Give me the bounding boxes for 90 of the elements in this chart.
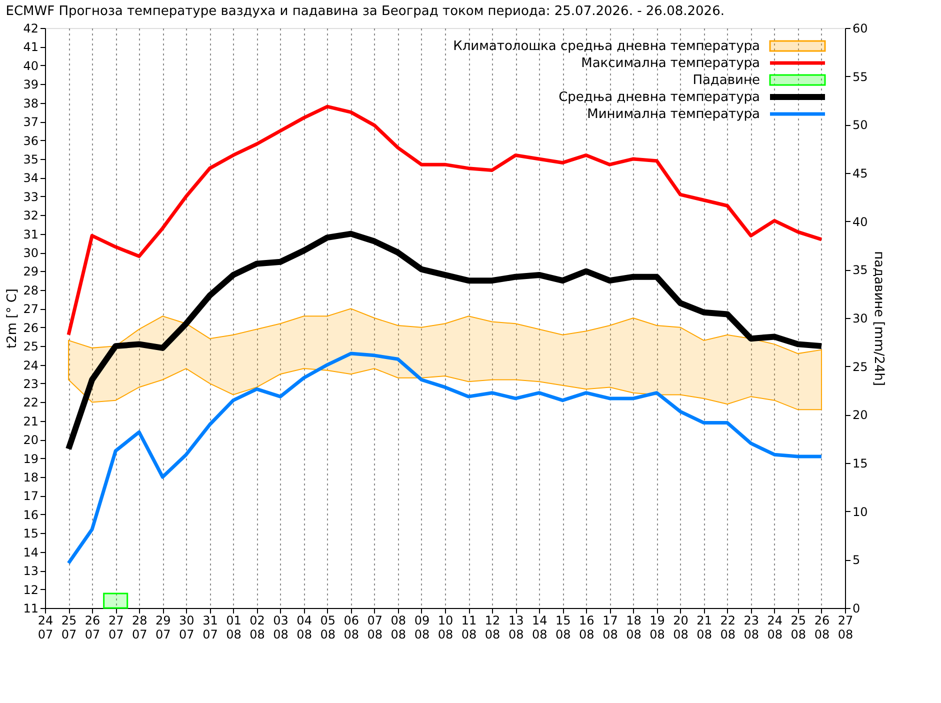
x-tick-label: 14 08 [532, 614, 548, 642]
legend-label: Максимална температура [581, 56, 760, 71]
x-tick-label: 23 08 [744, 614, 760, 642]
y-tick-label: 36 [23, 134, 38, 148]
y-tick-label: 13 [23, 564, 38, 578]
x-tick-label: 07 08 [367, 614, 383, 642]
x-tick-label: 25 08 [790, 614, 806, 642]
y2-tick-label: 35 [852, 263, 868, 278]
x-tick-label: 26 07 [84, 614, 100, 642]
x-tick-label: 03 08 [273, 614, 288, 642]
y2-tick-label: 50 [852, 118, 868, 132]
x-tick-label: 04 08 [296, 614, 312, 642]
legend-label: Климатолошка средња дневна температура [453, 39, 760, 54]
x-tick-label: 15 08 [556, 614, 571, 642]
x-tick-label: 17 08 [602, 614, 618, 642]
y-tick-label: 34 [23, 171, 38, 186]
y-tick-label: 19 [23, 452, 38, 466]
y2-tick-label: 15 [852, 456, 868, 470]
x-tick-label: 01 08 [226, 614, 242, 642]
x-tick-label: 21 08 [696, 614, 712, 642]
y-tick-label: 40 [23, 58, 38, 73]
y-tick-label: 15 [23, 526, 38, 541]
y2-axis-title: падавине [mm/24h] [870, 251, 886, 386]
x-tick-label: 11 08 [461, 614, 477, 642]
y-tick-label: 25 [23, 340, 38, 354]
x-tick-label: 08 08 [390, 614, 406, 642]
x-tick-label: 30 07 [179, 614, 194, 642]
legend-label: Минимална температура [587, 107, 760, 122]
y-tick-label: 18 [23, 470, 38, 485]
y-tick-label: 33 [23, 190, 38, 204]
y-tick-label: 27 [23, 302, 38, 316]
y2-tick-label: 0 [852, 602, 860, 616]
y-tick-label: 16 [23, 508, 38, 522]
x-tick-label: 09 08 [414, 614, 430, 642]
x-tick-label: 25 07 [61, 614, 77, 642]
x-tick-label: 05 08 [320, 614, 336, 642]
y-tick-label: 39 [23, 78, 38, 92]
x-tick-label: 28 07 [132, 614, 148, 642]
x-tick-label: 31 07 [202, 614, 218, 642]
x-tick-label: 12 08 [484, 614, 500, 642]
x-tick-label: 06 08 [344, 614, 360, 642]
y-tick-label: 14 [23, 545, 38, 560]
y-tick-label: 35 [23, 152, 38, 166]
x-tick-label: 20 08 [673, 614, 688, 642]
y2-tick-label: 60 [852, 22, 868, 36]
y-tick-label: 37 [23, 115, 38, 130]
y-tick-label: 32 [23, 208, 38, 223]
x-tick-label: 24 07 [38, 614, 54, 642]
y-tick-label: 24 [23, 358, 38, 372]
y-tick-label: 38 [23, 96, 38, 110]
x-tick-label: 16 08 [579, 614, 594, 642]
y-tick-label: 11 [23, 602, 38, 616]
line-series [66, 352, 824, 565]
y-tick-label: 29 [23, 264, 38, 279]
x-tick-label: 29 07 [156, 614, 171, 642]
chart-title: ECMWF Прогноза температуре ваздуха и падавина за Београд током периода: 25.07.2026. - 26.08.2026. [6, 4, 724, 19]
y-tick-label: 17 [23, 489, 38, 504]
y2-tick-label: 30 [852, 312, 868, 326]
y-tick-label: 41 [23, 40, 38, 54]
y-tick-label: 20 [23, 433, 38, 448]
y-tick-label: 31 [23, 227, 38, 242]
y2-tick-label: 5 [852, 553, 860, 568]
x-tick-label: 13 08 [508, 614, 524, 642]
y-tick-label: 12 [23, 582, 38, 597]
y-tick-label: 30 [23, 246, 38, 260]
y2-tick-label: 20 [852, 408, 868, 422]
y2-tick-label: 45 [852, 166, 868, 180]
legend-label: Падавине [692, 73, 760, 88]
y-tick-label: 42 [23, 22, 38, 36]
x-tick-label: 10 08 [438, 614, 454, 642]
y2-tick-label: 55 [852, 70, 868, 84]
line-series [66, 104, 824, 337]
y-tick-label: 21 [23, 414, 38, 428]
x-tick-label: 26 08 [814, 614, 830, 642]
x-tick-label: 19 08 [650, 614, 665, 642]
x-tick-label: 18 08 [626, 614, 642, 642]
y-tick-label: 28 [23, 283, 38, 298]
legend-label: Средња дневна температура [558, 90, 760, 105]
x-tick-label: 02 08 [250, 614, 265, 642]
y-tick-label: 26 [23, 320, 38, 335]
y2-tick-label: 10 [852, 504, 868, 519]
x-tick-label: 27 07 [108, 614, 124, 642]
y2-tick-label: 40 [852, 214, 868, 229]
y2-tick-label: 25 [852, 360, 868, 374]
x-tick-label: 27 08 [838, 614, 854, 642]
y-tick-label: 22 [23, 396, 38, 410]
y-tick-label: 23 [23, 376, 38, 391]
y-axis-title: t2m [° C] [5, 288, 20, 349]
x-tick-label: 24 08 [767, 614, 783, 642]
x-tick-label: 22 08 [720, 614, 736, 642]
